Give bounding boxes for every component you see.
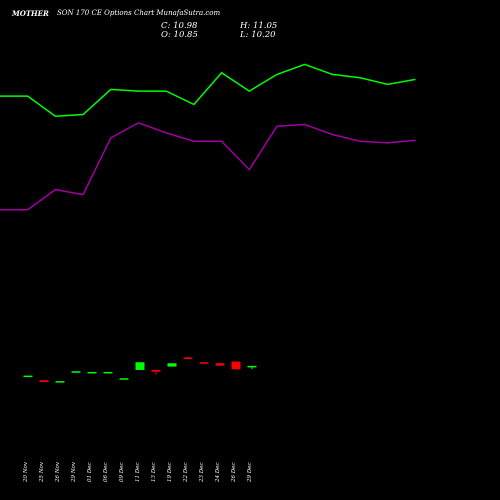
candle-11-dec	[135, 362, 145, 370]
candle-26-dec	[231, 361, 241, 370]
candle-body	[183, 357, 193, 360]
x-tick-label: 22 Dec	[183, 463, 189, 484]
x-tick-label: 19 Dec	[167, 463, 173, 483]
x-tick-label: 24 Dec	[215, 463, 221, 484]
x-tick-label: 26 Nov	[55, 461, 61, 483]
candle-body	[103, 371, 113, 374]
x-tick-label: 01 Dec	[87, 463, 93, 483]
indicator-lines	[0, 63, 416, 211]
low-value: L: 10.20	[240, 30, 276, 40]
candle-body	[231, 361, 241, 370]
x-tick-label: 25 Nov	[39, 461, 45, 483]
x-tick-label: 20 Nov	[23, 461, 29, 483]
candle-body	[87, 371, 97, 374]
x-tick-label: 29 Dec	[247, 463, 253, 484]
candle-body	[55, 381, 65, 383]
candle-body	[119, 378, 129, 380]
x-tick-label: 11 Dec	[135, 463, 141, 483]
candles	[23, 356, 257, 383]
candle-22-dec	[183, 356, 193, 360]
x-tick-label: 29 Nov	[71, 461, 77, 483]
candle-body	[39, 380, 49, 382]
x-axis-labels: 20 Nov 25 Nov 26 Nov 29 Nov 01 Dec 06 Dec 09 D…	[23, 461, 253, 483]
chart-symbol: MOTHER	[12, 9, 49, 18]
candle-24-dec	[215, 363, 225, 366]
x-tick-label: 13 Dec	[151, 463, 157, 483]
x-tick-label: 09 Dec	[119, 463, 125, 483]
candle-29-dec	[247, 365, 257, 370]
chart-title: SON 170 CE Options Chart MunafaSutra.com	[57, 9, 221, 17]
magenta-indicator-line	[0, 121, 416, 211]
candle-body	[135, 362, 145, 370]
candle-06-dec	[103, 371, 113, 374]
x-tick-label: 26 Dec	[231, 463, 237, 484]
high-value: H: 11.05	[240, 21, 278, 31]
candle-09-dec	[119, 378, 129, 380]
x-tick-label: 06 Dec	[103, 463, 109, 483]
candle-25-nov	[39, 380, 49, 382]
candle-19-dec	[167, 363, 177, 367]
candle-body	[151, 369, 161, 372]
candle-20-nov	[23, 375, 33, 378]
candle-body	[247, 365, 257, 368]
candle-29-nov	[71, 371, 81, 373]
candle-body	[23, 375, 33, 378]
candle-body	[199, 362, 209, 364]
candle-13-dec	[151, 369, 161, 375]
candle-23-dec	[199, 362, 209, 364]
close-value: C: 10.98	[161, 21, 198, 31]
candle-body	[167, 363, 177, 367]
candle-01-dec	[87, 371, 97, 374]
x-tick-label: 23 Dec	[199, 463, 205, 484]
candle-body	[71, 371, 81, 373]
candle-26-nov	[55, 381, 65, 383]
green-indicator-line	[0, 63, 416, 117]
open-value: O: 10.85	[161, 30, 198, 40]
candle-body	[215, 363, 225, 366]
